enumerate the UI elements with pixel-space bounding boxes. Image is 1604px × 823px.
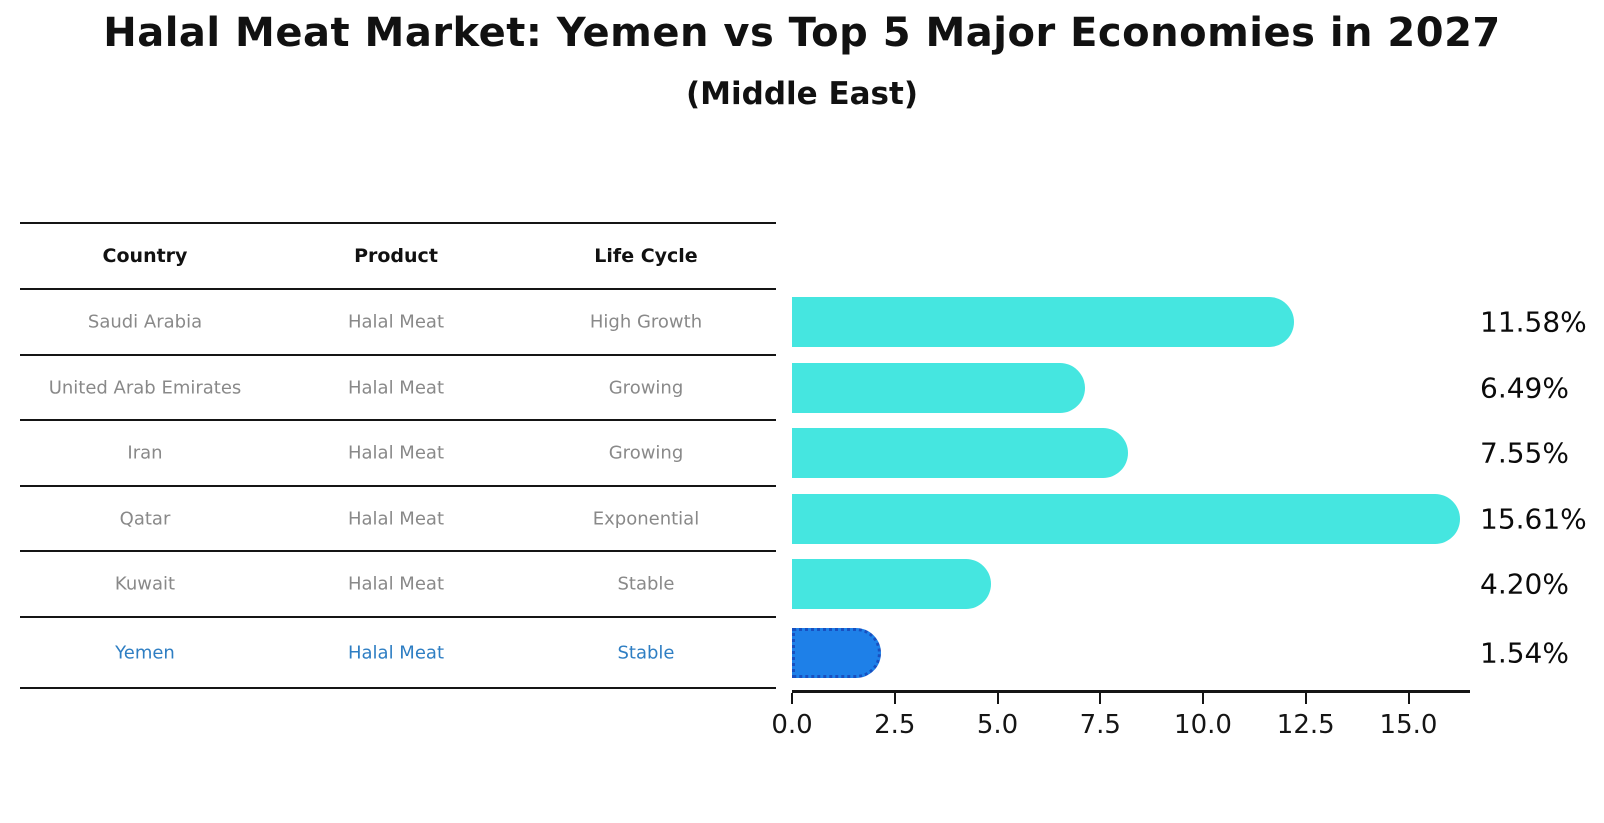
- x-tick: [996, 693, 999, 704]
- bar-highlighted-yemen: [792, 627, 882, 678]
- table-row-line: [20, 687, 776, 689]
- bar-value-label: 11.58%: [1480, 305, 1587, 339]
- x-tick-label: 15.0: [1379, 710, 1438, 740]
- bar-united-arab-emirates: [792, 362, 1085, 413]
- bar-qatar: [792, 493, 1460, 544]
- column-header-life-cycle: Life Cycle: [594, 245, 698, 267]
- x-tick: [1099, 693, 1102, 704]
- table-cell-life-cycle: Stable: [617, 573, 675, 595]
- table-cell-country: Saudi Arabia: [87, 311, 203, 333]
- table-cell-life-cycle: Growing: [608, 442, 684, 464]
- table-cell-country: Kuwait: [114, 573, 176, 595]
- table-row-line: [20, 550, 776, 552]
- column-header-product: Product: [354, 245, 438, 267]
- bar-value-label: 4.20%: [1480, 567, 1569, 601]
- table-cell-product: Halal Meat: [347, 508, 445, 529]
- chart-subtitle: (Middle East): [685, 76, 918, 112]
- x-tick-label: 12.5: [1276, 710, 1335, 740]
- bar-value-label: 7.55%: [1480, 436, 1569, 470]
- bar-saudi-arabia: [792, 297, 1294, 347]
- table-cell-life-cycle: Stable: [617, 642, 675, 663]
- x-tick-label: 5.0: [976, 710, 1019, 740]
- column-header-country: Country: [102, 245, 188, 267]
- table-cell-product: Halal Meat: [347, 642, 445, 663]
- table-cell-country: Yemen: [115, 642, 175, 663]
- table-cell-product: Halal Meat: [347, 442, 445, 464]
- chart-title: Halal Meat Market: Yemen vs Top 5 Major …: [103, 10, 1501, 56]
- x-axis-line: [792, 690, 1470, 693]
- table-cell-product: Halal Meat: [347, 573, 445, 595]
- x-tick-label: 2.5: [874, 710, 916, 740]
- table-row-line: [20, 419, 776, 421]
- table-cell-product: Halal Meat: [347, 311, 445, 333]
- x-tick-label: 0.0: [771, 710, 813, 740]
- table-cell-life-cycle: High Growth: [589, 311, 703, 333]
- x-tick-label: 10.0: [1174, 710, 1232, 740]
- table-row-line: [20, 354, 776, 356]
- table-cell-life-cycle: Exponential: [592, 508, 700, 529]
- table-cell-country: Qatar: [119, 508, 171, 529]
- bar-value-label: 15.61%: [1480, 502, 1587, 535]
- x-tick-label: 7.5: [1079, 710, 1121, 740]
- x-tick: [1202, 693, 1204, 704]
- table-row-line: [20, 288, 776, 290]
- x-tick: [893, 693, 896, 704]
- x-tick: [791, 693, 793, 704]
- table-row-line: [20, 222, 776, 224]
- bar-value-label: 6.49%: [1480, 371, 1569, 404]
- table-cell-product: Halal Meat: [347, 377, 445, 398]
- table-cell-country: Iran: [127, 442, 163, 464]
- x-tick: [1407, 693, 1410, 704]
- table-cell-country: United Arab Emirates: [48, 377, 242, 398]
- table-row-line: [20, 616, 776, 618]
- bar-iran: [792, 428, 1129, 478]
- table-row-line: [20, 485, 776, 487]
- bar-value-label: 1.54%: [1480, 636, 1569, 669]
- bar-kuwait: [792, 559, 991, 609]
- x-tick: [1304, 693, 1307, 704]
- table-cell-life-cycle: Growing: [608, 377, 684, 398]
